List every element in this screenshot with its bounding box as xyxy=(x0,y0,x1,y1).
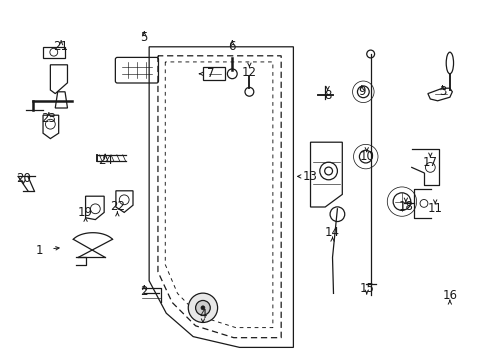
Circle shape xyxy=(195,301,210,315)
Text: 14: 14 xyxy=(325,226,339,239)
Text: 6: 6 xyxy=(228,40,236,53)
Text: 11: 11 xyxy=(427,202,442,215)
Text: 20: 20 xyxy=(16,172,31,185)
Text: 19: 19 xyxy=(78,206,93,219)
Text: 21: 21 xyxy=(54,40,68,53)
Circle shape xyxy=(201,306,204,310)
Text: 10: 10 xyxy=(359,150,373,163)
Text: 2: 2 xyxy=(140,285,148,298)
Text: 7: 7 xyxy=(206,67,214,80)
Text: 18: 18 xyxy=(398,201,412,213)
Text: 1: 1 xyxy=(35,244,43,257)
Text: 22: 22 xyxy=(110,201,124,213)
Circle shape xyxy=(188,293,217,323)
Text: 24: 24 xyxy=(98,154,112,167)
Text: 12: 12 xyxy=(242,66,256,78)
Text: 15: 15 xyxy=(359,282,373,294)
Text: 5: 5 xyxy=(140,31,148,44)
Text: 16: 16 xyxy=(442,289,456,302)
Bar xyxy=(203,67,224,80)
Text: 9: 9 xyxy=(357,85,365,98)
Text: 4: 4 xyxy=(199,309,206,321)
Text: 13: 13 xyxy=(303,170,317,183)
Text: 8: 8 xyxy=(323,89,331,102)
Text: 17: 17 xyxy=(422,156,437,168)
Text: 23: 23 xyxy=(41,112,56,125)
Text: 3: 3 xyxy=(438,85,446,98)
